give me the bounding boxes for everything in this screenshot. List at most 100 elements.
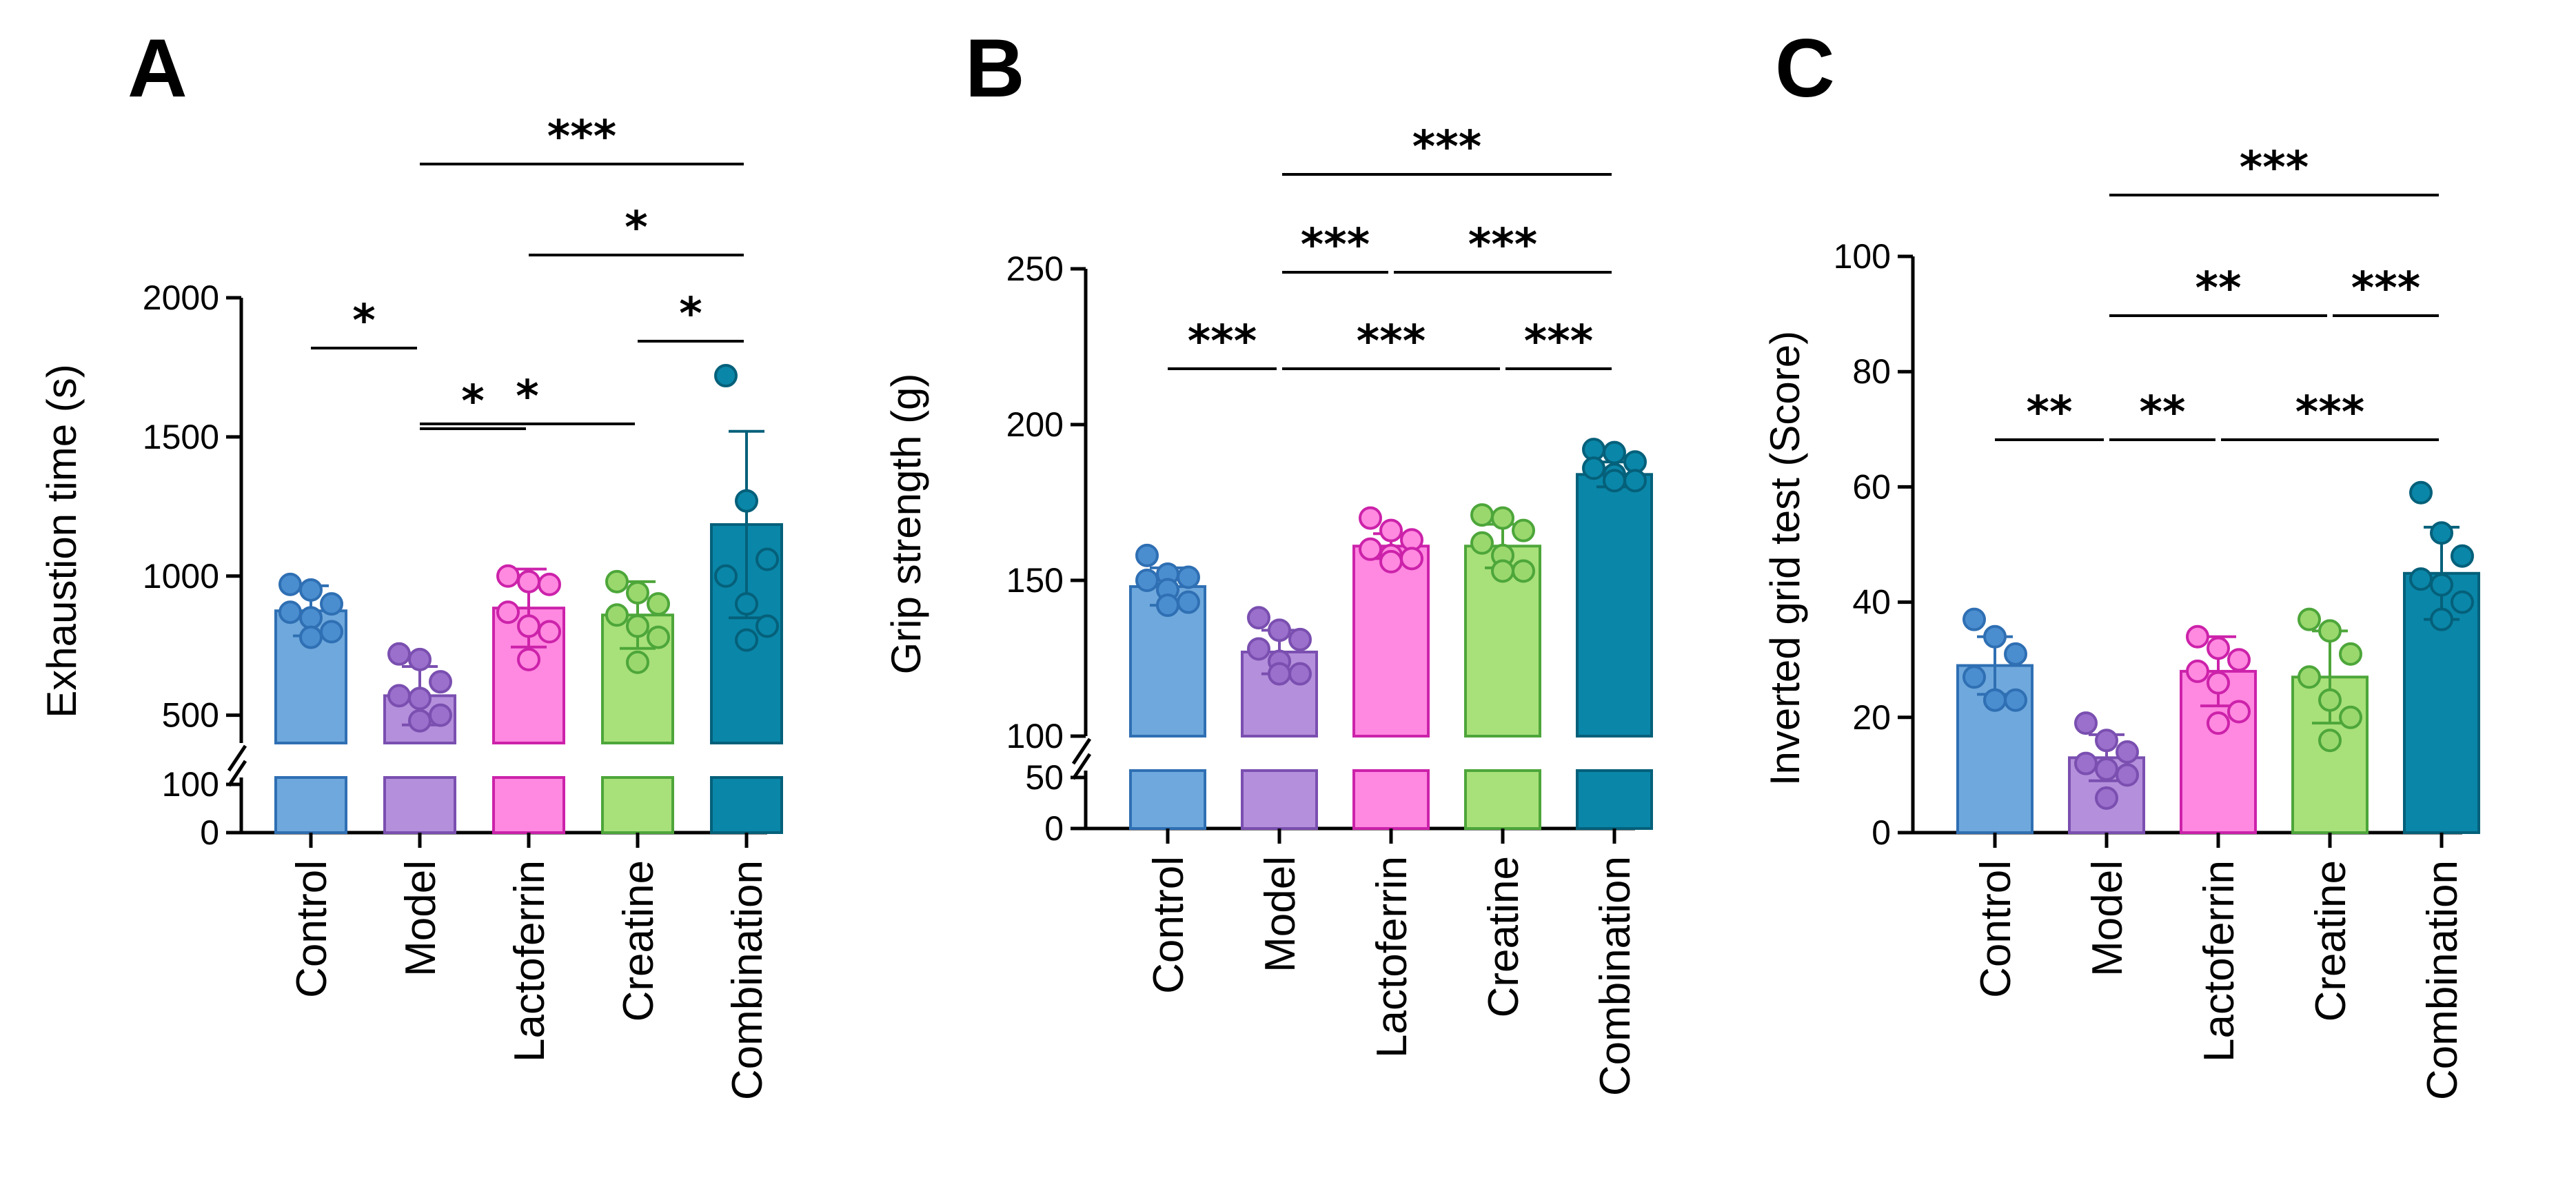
panel-b-bar-lactoferrin-lower	[1352, 769, 1430, 830]
panel-a-category-label-lactoferrin: Lactoferrin	[506, 860, 554, 1062]
panel-a-point-creatine	[605, 603, 629, 627]
panel-c-point-lactoferrin	[2227, 700, 2251, 724]
panel-a-category-label-combination: Combination	[724, 860, 771, 1100]
panel-a-significance-label: *	[516, 372, 538, 423]
panel-b-category-label-control: Control	[1145, 856, 1193, 994]
panel-b-significance-label: ***	[1412, 122, 1481, 173]
panel-b-point-creatine	[1512, 518, 1535, 542]
panel-c-point-combination	[2409, 480, 2433, 505]
panel-a-point-lactoferrin	[538, 620, 561, 644]
panel-a-point-creatine	[626, 614, 649, 638]
panel-c-significance-label: **	[2195, 263, 2242, 314]
panel-a-point-combination	[714, 564, 738, 588]
panel-c-point-combination	[2430, 573, 2453, 597]
panel-a-point-model	[408, 709, 432, 733]
panel-a-point-lactoferrin	[517, 614, 540, 638]
panel-a-point-combination	[735, 628, 758, 652]
panel-b-point-combination	[1623, 469, 1647, 493]
panel-b-y-tick-label: 250	[1006, 250, 1064, 288]
panel-c-significance-label: **	[2027, 387, 2073, 438]
panel-c-y-tick-label: 20	[1852, 698, 1891, 737]
panel-b-y-tick-label: 200	[1006, 405, 1064, 444]
panel-b-y-tick-label: 100	[1006, 717, 1064, 755]
panel-b-bar-creatine-lower	[1464, 769, 1541, 830]
panel-c-point-creatine	[2318, 688, 2342, 712]
panel-a-category-label-model: Model	[397, 860, 445, 977]
panel-a-y-axis-title: Exhaustion time (s)	[39, 364, 85, 718]
panel-b-bar-control-lower	[1129, 769, 1206, 830]
panel-b-point-combination	[1582, 456, 1605, 480]
panel-b-point-control	[1135, 569, 1159, 592]
panel-c-significance-label: **	[2140, 387, 2186, 438]
panel-b-point-lactoferrin	[1379, 518, 1403, 542]
panel-a-point-creatine	[626, 580, 649, 604]
panel-b-point-model	[1247, 637, 1270, 661]
panel-a-point-creatine	[647, 625, 670, 649]
panel-c-point-creatine	[2339, 705, 2362, 729]
panel-c-category-label-creatine: Creatine	[2307, 860, 2355, 1021]
panel-b-bar-combination-lower	[1576, 769, 1653, 830]
panel-c-point-model	[2095, 757, 2118, 782]
panel-a-significance-label: *	[679, 289, 702, 340]
panel-b-y-tick-label: 0	[1044, 809, 1064, 848]
panel-a-y-tick-label: 0	[200, 813, 219, 852]
panel-c-point-control	[2004, 642, 2027, 666]
panel-a-chart: 0 100 500 1000 1500 2000 Exhaustion time (s) Co…	[39, 112, 783, 1100]
panel-c-point-lactoferrin	[2207, 636, 2230, 660]
panel-b-category-label-model: Model	[1257, 856, 1304, 973]
panel-b-y-axis-title: Grip strength (g)	[883, 374, 929, 675]
panel-b-point-lactoferrin	[1379, 549, 1403, 573]
panel-a-point-combination	[735, 489, 758, 513]
panel-c-point-combination	[2430, 607, 2453, 631]
panel-b-category-label-combination: Combination	[1592, 856, 1639, 1096]
panel-c-point-lactoferrin	[2186, 659, 2209, 683]
panel-b-point-model	[1268, 662, 1291, 686]
panel-c-point-creatine	[2318, 729, 2342, 753]
panel-a-letter: A	[128, 22, 187, 114]
panel-c-y-tick-label: 80	[1852, 352, 1891, 391]
panel-a-point-model	[429, 703, 452, 727]
panel-b-point-creatine	[1470, 531, 1494, 555]
panel-b-point-model	[1247, 606, 1270, 630]
panel-a-point-control	[299, 625, 323, 649]
panel-a-point-control	[278, 600, 302, 624]
panel-c-category-label-control: Control	[1972, 860, 2020, 998]
panel-c-point-creatine	[2298, 665, 2321, 689]
panel-a-point-model	[408, 647, 432, 671]
panel-c: C 0 20 40 60 80 100 Inverted grid test (Score)…	[1762, 22, 2480, 1100]
panel-b-significance-label: ***	[1357, 316, 1426, 367]
panel-c-point-lactoferrin	[2207, 711, 2230, 735]
panel-a-point-control	[320, 592, 343, 616]
panel-a-point-model	[429, 670, 452, 694]
panel-a-significance-label: *	[352, 296, 375, 347]
panel-c-point-control	[1963, 665, 1986, 689]
panel-b-point-combination	[1603, 440, 1626, 465]
panel-b-y-tick-label: 50	[1025, 758, 1064, 797]
panel-a-bar-control-lower	[274, 776, 347, 834]
panel-b-point-model	[1288, 627, 1312, 651]
panel-a-point-control	[320, 620, 343, 644]
panel-c-point-creatine	[2298, 607, 2321, 631]
panel-a-point-creatine	[626, 650, 649, 674]
panel-b-point-lactoferrin	[1359, 506, 1382, 530]
panel-c-point-model	[2116, 740, 2139, 764]
panel-b-point-creatine	[1470, 503, 1494, 527]
panel-a-bar-combination-lower	[710, 776, 783, 834]
panel-a-point-lactoferrin	[538, 572, 561, 596]
panel-a-significance-label: *	[625, 203, 647, 254]
panel-b-significance-label: ***	[1524, 316, 1593, 367]
panel-a-point-combination	[755, 614, 779, 638]
panel-c-category-label-model: Model	[2084, 860, 2131, 977]
panel-a-break-mark	[227, 760, 247, 787]
panel-a-point-combination	[735, 592, 758, 616]
panel-b-point-model	[1268, 618, 1291, 642]
panel-b-point-lactoferrin	[1359, 537, 1382, 561]
panel-a-break-mark	[227, 744, 247, 772]
panel-b-point-control	[1135, 543, 1159, 567]
panel-c-point-control	[2004, 688, 2027, 712]
panel-a-point-creatine	[605, 569, 629, 593]
panel-a-point-lactoferrin	[496, 600, 520, 624]
panel-b-point-control	[1177, 565, 1200, 589]
